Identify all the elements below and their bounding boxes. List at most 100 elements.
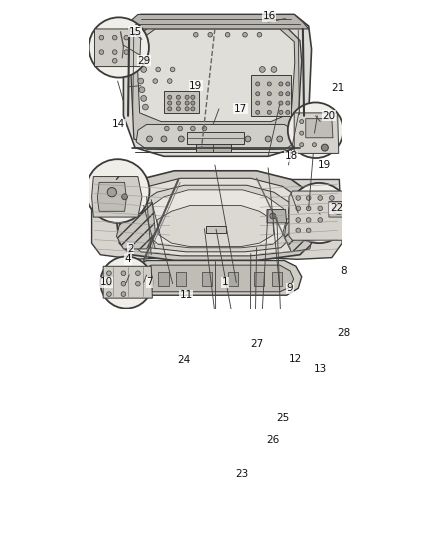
Polygon shape	[164, 92, 199, 113]
Polygon shape	[103, 266, 152, 298]
Circle shape	[286, 101, 290, 105]
Text: 11: 11	[179, 290, 193, 300]
Text: 17: 17	[234, 104, 247, 114]
Circle shape	[124, 50, 129, 54]
Circle shape	[156, 67, 160, 72]
Circle shape	[329, 196, 334, 200]
Circle shape	[312, 143, 317, 147]
Text: 16: 16	[263, 11, 276, 21]
Circle shape	[329, 206, 334, 211]
Circle shape	[142, 104, 148, 110]
Text: 29: 29	[138, 56, 151, 66]
Polygon shape	[129, 14, 309, 29]
Circle shape	[279, 110, 283, 115]
Polygon shape	[145, 190, 286, 248]
Polygon shape	[97, 182, 126, 211]
Circle shape	[141, 95, 147, 101]
Circle shape	[288, 102, 343, 158]
Polygon shape	[92, 176, 142, 217]
Text: 4: 4	[125, 254, 131, 264]
Circle shape	[113, 50, 117, 54]
Text: 23: 23	[236, 469, 249, 479]
Circle shape	[296, 196, 300, 200]
Text: 28: 28	[337, 328, 350, 338]
Circle shape	[245, 136, 251, 142]
Circle shape	[185, 107, 189, 111]
Circle shape	[138, 78, 144, 84]
Circle shape	[267, 92, 271, 96]
Circle shape	[191, 95, 195, 99]
Text: 9: 9	[287, 283, 293, 293]
Circle shape	[161, 136, 167, 142]
Circle shape	[279, 82, 283, 86]
Circle shape	[202, 126, 207, 131]
Circle shape	[106, 271, 111, 276]
Circle shape	[113, 59, 117, 63]
Circle shape	[325, 131, 329, 135]
Text: 20: 20	[322, 111, 336, 121]
Circle shape	[177, 101, 180, 105]
Circle shape	[177, 95, 180, 99]
Polygon shape	[117, 171, 314, 261]
Circle shape	[300, 131, 304, 135]
Circle shape	[296, 228, 300, 233]
Polygon shape	[92, 180, 184, 260]
Polygon shape	[176, 272, 186, 286]
Circle shape	[165, 126, 169, 131]
Polygon shape	[257, 180, 342, 260]
Circle shape	[256, 110, 260, 115]
Circle shape	[121, 271, 126, 276]
Circle shape	[271, 67, 277, 72]
Circle shape	[279, 92, 283, 96]
Polygon shape	[157, 206, 274, 247]
Circle shape	[191, 101, 195, 105]
Polygon shape	[294, 113, 339, 154]
Circle shape	[312, 131, 317, 135]
Circle shape	[99, 35, 104, 40]
Circle shape	[88, 18, 149, 78]
Circle shape	[306, 206, 311, 211]
Circle shape	[306, 196, 311, 200]
Circle shape	[256, 82, 260, 86]
Text: 10: 10	[99, 278, 113, 287]
Circle shape	[139, 87, 145, 93]
Circle shape	[153, 79, 158, 83]
Polygon shape	[117, 203, 155, 249]
Text: 2: 2	[127, 244, 134, 254]
Polygon shape	[127, 179, 304, 256]
Circle shape	[106, 281, 111, 286]
Text: 19: 19	[189, 80, 202, 91]
Circle shape	[267, 110, 271, 115]
Text: 25: 25	[276, 413, 289, 423]
Circle shape	[312, 119, 317, 124]
Circle shape	[267, 82, 271, 86]
Text: 26: 26	[266, 435, 279, 445]
Text: 14: 14	[112, 119, 125, 130]
Circle shape	[259, 67, 265, 72]
Circle shape	[99, 50, 104, 54]
Polygon shape	[228, 272, 238, 286]
Circle shape	[141, 67, 147, 72]
Circle shape	[106, 292, 111, 296]
Circle shape	[262, 87, 268, 93]
Polygon shape	[329, 201, 346, 217]
Ellipse shape	[332, 205, 345, 214]
Text: 15: 15	[128, 27, 141, 37]
Circle shape	[185, 95, 189, 99]
Circle shape	[259, 95, 265, 101]
Polygon shape	[138, 29, 295, 122]
Circle shape	[121, 281, 126, 286]
Text: 1: 1	[222, 278, 228, 287]
Text: 12: 12	[290, 354, 303, 364]
Polygon shape	[267, 209, 286, 223]
Circle shape	[147, 136, 152, 142]
Polygon shape	[95, 29, 141, 67]
Polygon shape	[284, 206, 314, 252]
Circle shape	[318, 206, 322, 211]
Polygon shape	[124, 14, 311, 156]
Circle shape	[136, 281, 140, 286]
Circle shape	[286, 110, 290, 115]
Circle shape	[325, 119, 329, 124]
Circle shape	[225, 33, 230, 37]
Circle shape	[86, 159, 149, 223]
